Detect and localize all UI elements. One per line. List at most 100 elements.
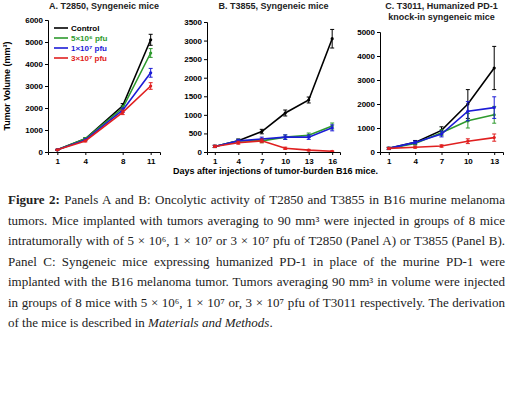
tick-label: 1 — [387, 157, 392, 166]
error-cap — [492, 96, 496, 97]
tick-mark — [45, 130, 48, 131]
tick: 1 — [213, 152, 218, 166]
error-cap — [121, 108, 125, 109]
error-cap — [121, 114, 125, 115]
point — [414, 146, 417, 149]
point — [440, 129, 443, 132]
tick-label: 1 — [213, 157, 218, 166]
tick: 1000 — [357, 124, 380, 133]
error-bar — [387, 147, 391, 149]
point — [493, 66, 496, 69]
series-line — [215, 141, 332, 151]
caption: Figure 2: Panels A and B: Oncolytic acti… — [8, 190, 505, 334]
error-bar — [149, 34, 153, 45]
tick-mark — [204, 96, 207, 97]
tick-mark — [85, 152, 86, 155]
error-bar — [55, 149, 59, 151]
point — [56, 148, 59, 151]
tick: 4000 — [357, 52, 380, 61]
tick-label: 4 — [413, 157, 418, 166]
point — [213, 145, 216, 148]
error-cap — [440, 136, 444, 137]
tick-mark — [45, 152, 48, 153]
axis-line — [49, 153, 161, 156]
series-line — [215, 39, 332, 147]
tick: 11 — [147, 152, 156, 166]
point — [84, 139, 87, 142]
tick-label: 1000 — [357, 124, 375, 133]
tick: 4 — [413, 152, 418, 166]
error-cap — [492, 123, 496, 124]
tick: 16 — [328, 152, 337, 166]
point — [213, 145, 216, 148]
tick-label: 8 — [121, 157, 126, 166]
error-cap — [492, 118, 496, 119]
tick: 0 — [198, 148, 207, 157]
tick-label: 5000 — [25, 38, 43, 47]
tick: 2500 — [184, 55, 207, 64]
axis-line — [204, 23, 208, 153]
tick: 1 — [56, 152, 61, 166]
legend-swatch — [54, 47, 68, 49]
tick: 2000 — [184, 74, 207, 83]
tick-mark — [442, 152, 443, 155]
tick-label: 1 — [56, 157, 61, 166]
tick-label: 2500 — [184, 55, 202, 64]
tick: 0 — [39, 148, 48, 157]
error-bar — [307, 97, 311, 103]
tick-label: 5000 — [357, 28, 375, 37]
tick-mark — [389, 152, 390, 155]
legend-label: Control — [71, 24, 99, 33]
error-bar — [330, 29, 334, 48]
error-bar — [149, 68, 153, 77]
tick: 500 — [189, 129, 207, 138]
point — [260, 130, 263, 133]
series-line — [389, 138, 494, 149]
error-bar — [213, 145, 217, 147]
tick-label: 500 — [189, 129, 203, 138]
error-cap — [466, 138, 470, 139]
error-bar — [440, 145, 444, 147]
legend-label: 1×10⁷ pfu — [71, 44, 107, 53]
tick-mark — [45, 108, 48, 109]
error-cap — [283, 134, 287, 135]
tick: 5000 — [25, 38, 48, 47]
tick-mark — [204, 133, 207, 134]
x-axis: 1471013 — [381, 152, 504, 166]
point — [387, 147, 390, 150]
error-bar — [307, 149, 311, 150]
point — [414, 141, 417, 144]
tick-mark — [377, 128, 380, 129]
error-cap — [149, 45, 153, 46]
tick-label: 10 — [281, 157, 290, 166]
legend-swatch — [54, 27, 68, 29]
point — [237, 141, 240, 144]
point — [213, 145, 216, 148]
point — [149, 71, 152, 74]
tick-label: 6000 — [25, 16, 43, 25]
error-bar — [307, 135, 311, 139]
point — [213, 145, 216, 148]
error-cap — [492, 46, 496, 47]
point — [307, 98, 310, 101]
point — [284, 111, 287, 114]
y-axis: 010002000300040005000 — [357, 28, 380, 157]
error-cap — [466, 89, 470, 90]
tick: 6000 — [25, 16, 48, 25]
series-line — [57, 40, 150, 150]
tick-mark — [45, 42, 48, 43]
point — [149, 51, 152, 54]
point — [493, 136, 496, 139]
tick-label: 2000 — [25, 104, 43, 113]
tick-label: 10 — [464, 157, 473, 166]
error-cap — [440, 126, 444, 127]
error-bar — [283, 135, 287, 139]
error-cap — [440, 129, 444, 130]
error-bar — [236, 141, 240, 144]
error-cap — [307, 139, 311, 140]
error-bar — [466, 139, 470, 144]
tick-mark — [204, 152, 207, 153]
point — [387, 147, 390, 150]
error-cap — [149, 57, 153, 58]
error-cap — [307, 134, 311, 135]
